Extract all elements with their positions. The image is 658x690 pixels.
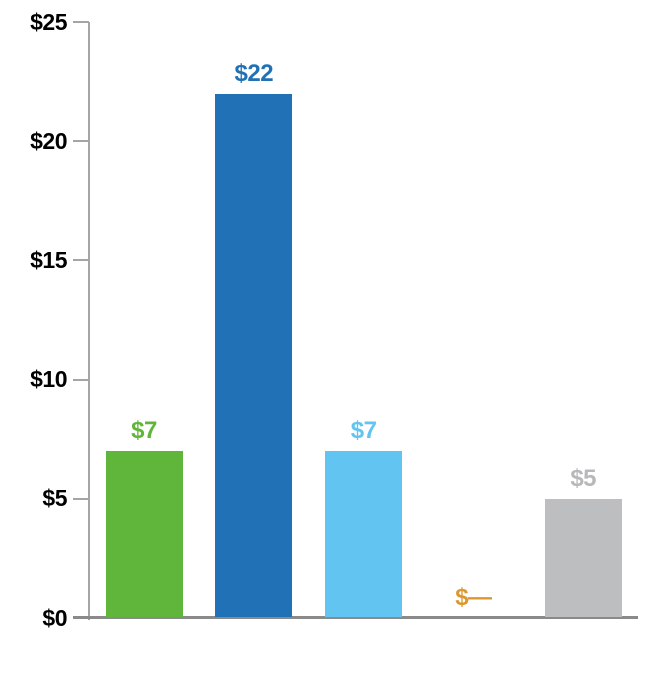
bar-bar-3 bbox=[325, 451, 403, 617]
bar-value-label: $7 bbox=[350, 417, 377, 445]
bar-bar-2 bbox=[215, 93, 293, 617]
y-axis-tick-label: $20 bbox=[30, 127, 67, 154]
y-axis-tick-label: $5 bbox=[42, 485, 67, 512]
y-axis-line bbox=[88, 22, 90, 620]
y-axis-tick-label: $10 bbox=[30, 366, 67, 393]
y-axis-tick bbox=[73, 378, 89, 381]
bar-value-label: $7 bbox=[131, 417, 157, 445]
y-axis-tick bbox=[73, 21, 89, 23]
y-axis-tick bbox=[73, 259, 89, 262]
bar-bar-5 bbox=[544, 498, 622, 617]
y-axis-tick bbox=[73, 140, 89, 143]
y-axis-tick-label: $0 bbox=[42, 604, 67, 631]
x-axis-line bbox=[73, 616, 638, 619]
bar-value-label: $22 bbox=[234, 59, 274, 87]
bar-value-label: $— bbox=[455, 584, 492, 611]
y-axis-tick-label: $15 bbox=[30, 246, 67, 273]
y-axis-tick bbox=[73, 497, 89, 500]
y-axis-tick-label: $25 bbox=[30, 8, 67, 35]
bar-bar-1 bbox=[105, 451, 183, 617]
bar-value-label: $5 bbox=[570, 464, 597, 492]
